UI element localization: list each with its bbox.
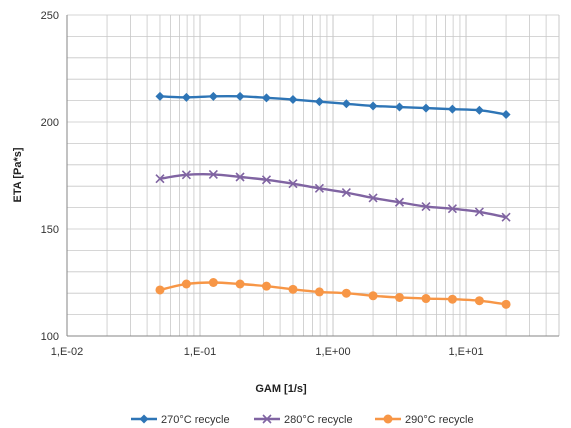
data-point	[341, 188, 351, 198]
series-3	[155, 278, 511, 309]
data-point	[314, 183, 324, 193]
data-point	[474, 207, 484, 217]
series-line	[159, 173, 507, 219]
data-point	[208, 278, 218, 287]
data-point	[314, 97, 324, 107]
data-point	[368, 291, 378, 301]
series-layer	[155, 91, 511, 309]
data-point	[474, 105, 484, 115]
data-point	[394, 102, 404, 112]
data-point	[155, 285, 165, 295]
data-point	[288, 95, 298, 105]
legend-item-1: 270°C recycle	[131, 414, 230, 426]
data-point	[368, 101, 378, 111]
series-1	[155, 91, 511, 120]
y-tick-label: 150	[41, 224, 59, 236]
data-point	[447, 204, 457, 214]
data-point	[155, 174, 165, 184]
data-point	[501, 110, 511, 120]
data-point	[181, 170, 191, 180]
legend-marker	[383, 414, 393, 424]
legend-item-3: 290°C recycle	[375, 414, 474, 426]
data-point	[235, 172, 245, 182]
data-point	[421, 103, 431, 113]
legend-label: 280°C recycle	[284, 414, 353, 426]
data-point	[208, 91, 218, 101]
x-tick-label: 1,E-02	[51, 346, 83, 358]
data-point	[288, 284, 298, 294]
axes	[66, 15, 559, 337]
x-tick-label: 1,E+01	[448, 346, 483, 358]
x-axis-title: GAM [1/s]	[255, 383, 307, 395]
data-point	[235, 279, 245, 289]
data-point	[447, 294, 457, 304]
data-point	[288, 179, 298, 189]
series-2	[155, 169, 511, 222]
data-point	[421, 294, 431, 304]
data-point	[341, 99, 351, 109]
x-tick-label: 1,E-01	[184, 346, 216, 358]
data-point	[368, 193, 378, 203]
legend-item-2: 280°C recycle	[254, 414, 353, 426]
data-point	[421, 201, 431, 212]
y-tick-label: 200	[41, 117, 59, 129]
data-point	[261, 175, 272, 185]
tick-labels: 100 150 200 250 1,E-02 1,E-01 1,E+00 1,E+01	[41, 10, 484, 358]
data-point	[181, 92, 191, 102]
data-point	[501, 212, 511, 222]
data-point	[314, 287, 324, 297]
data-point	[235, 91, 245, 101]
legend: 270°C recycle 280°C recycle 290°C recycle	[131, 414, 474, 426]
data-point	[341, 288, 351, 298]
legend-label: 270°C recycle	[161, 414, 230, 426]
legend-label: 290°C recycle	[405, 414, 474, 426]
data-point	[447, 104, 457, 114]
data-point	[501, 299, 511, 309]
data-point	[208, 169, 218, 179]
legend-marker	[262, 414, 272, 424]
data-point	[394, 197, 405, 207]
data-point	[261, 281, 271, 291]
y-tick-label: 100	[41, 331, 59, 343]
data-point	[261, 93, 271, 103]
x-tick-label: 1,E+00	[315, 346, 350, 358]
legend-marker	[139, 414, 149, 424]
data-point	[181, 279, 191, 289]
y-axis-title: ETA [Pa*s]	[12, 147, 24, 202]
data-point	[155, 91, 165, 101]
data-point	[474, 296, 484, 306]
data-point	[394, 292, 404, 302]
y-tick-label: 250	[41, 10, 59, 22]
